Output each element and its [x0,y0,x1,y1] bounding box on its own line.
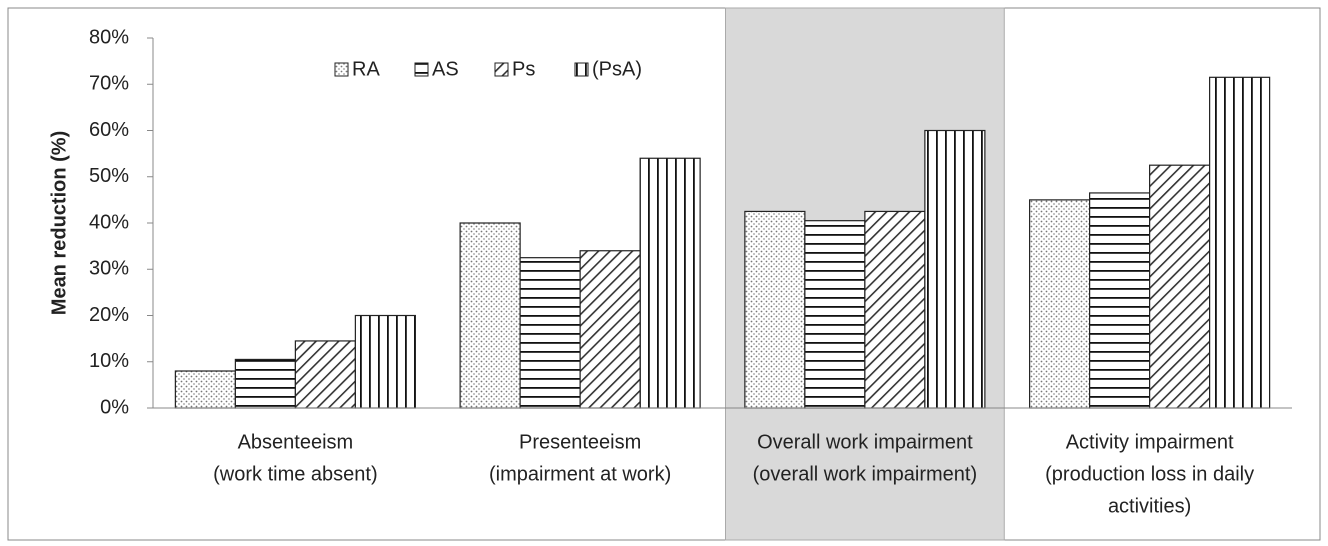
x-tick-label: (overall work impairment) [753,463,978,485]
bar [234,358,296,409]
bar [174,370,236,409]
legend-label: (PsA) [592,58,642,80]
y-tick-label: 10% [89,350,129,372]
y-tick-label: 30% [89,258,129,280]
legend-swatch [574,62,589,77]
legend-label: RA [352,58,380,80]
bar [459,222,521,409]
y-tick-label: 0% [100,396,129,418]
bar [864,210,926,409]
bar [804,220,866,409]
bar [519,257,581,409]
y-tick-label: 60% [89,119,129,141]
y-tick-label: 50% [89,165,129,187]
bar [579,250,641,409]
x-tick-label: Absenteeism [238,431,354,453]
x-tick-label: (impairment at work) [489,463,671,485]
bar [1029,199,1091,409]
y-tick-label: 80% [89,26,129,48]
bar [1209,76,1271,409]
legend-label: Ps [512,58,535,80]
bar [1089,192,1151,409]
legend-swatch [334,62,349,77]
bar [744,210,806,409]
bar [354,314,416,409]
y-tick-label: 40% [89,211,129,233]
legend-swatch [494,62,509,77]
x-tick-label: Overall work impairment [757,431,973,453]
x-tick-label: (work time absent) [213,463,378,485]
y-axis-label: Mean reduction (%) [48,131,70,315]
y-tick-label: 70% [89,73,129,95]
x-tick-label: activities) [1108,495,1191,517]
x-tick-label: Activity impairment [1066,431,1234,453]
bar [639,157,701,409]
bar [1149,164,1211,409]
bar [924,129,986,409]
y-tick-label: 20% [89,304,129,326]
x-tick-label: (production loss in daily [1045,463,1254,485]
x-tick-label: Presenteeism [519,431,641,453]
legend-label: AS [432,58,459,80]
legend-swatch [414,62,429,77]
bar [294,340,356,409]
